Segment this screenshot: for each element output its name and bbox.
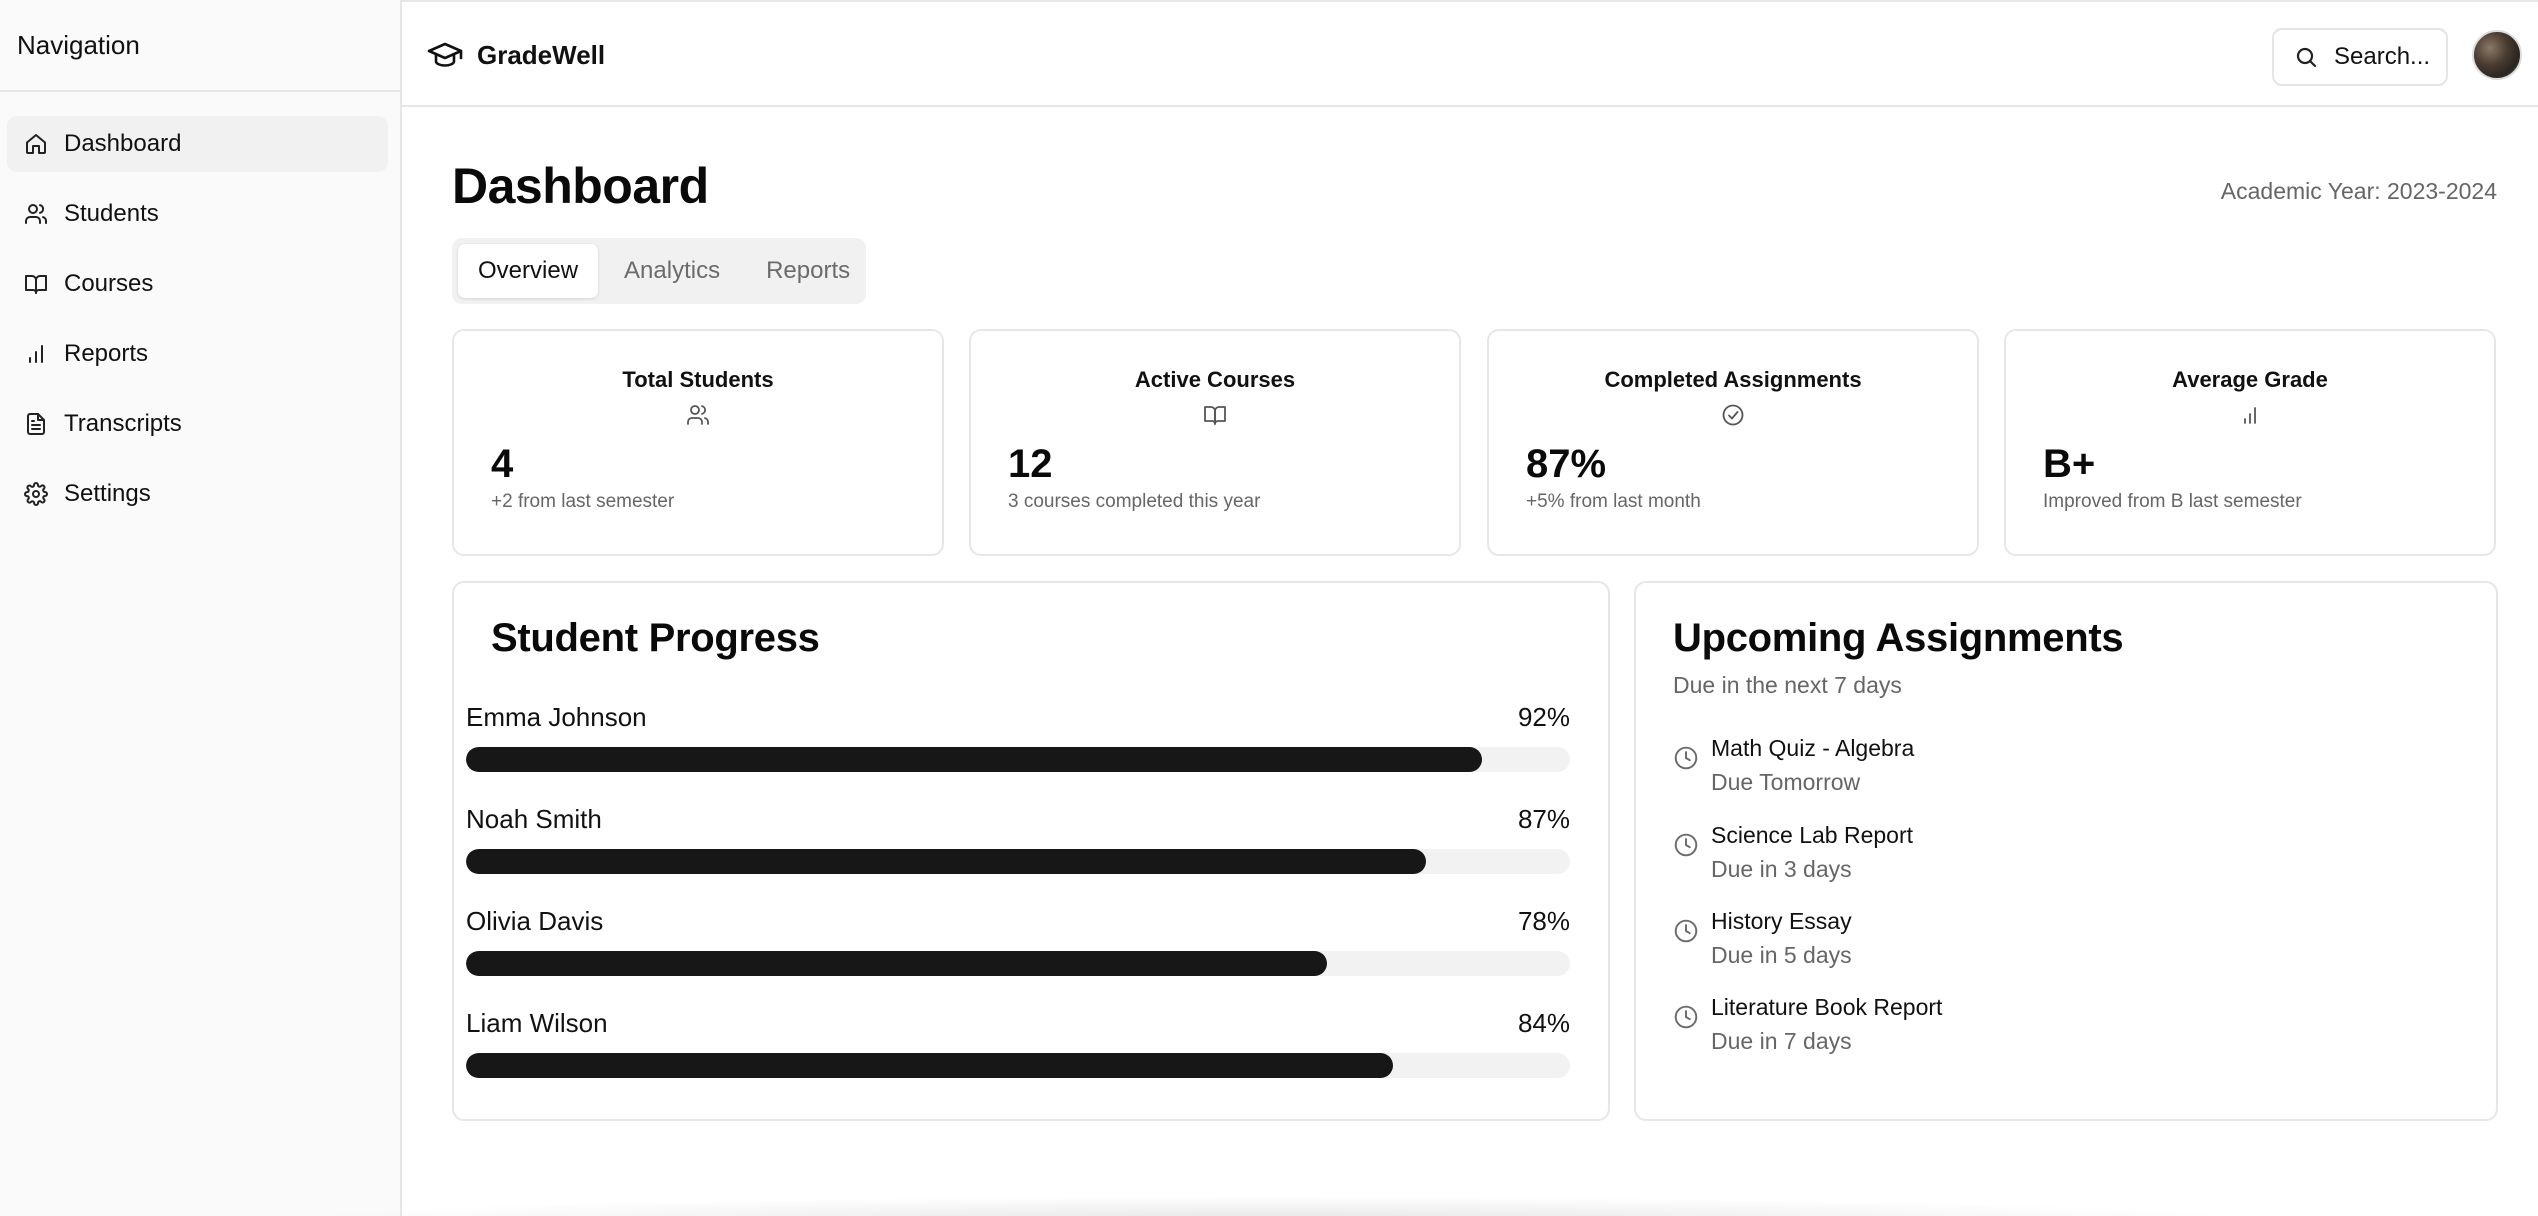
progress-fill [466, 747, 1482, 772]
academic-year: Academic Year: 2023-2024 [2220, 178, 2497, 204]
check-circle-icon [1721, 403, 1745, 427]
stat-subtext: Improved from B last semester [2043, 491, 2302, 512]
clock-icon [1673, 832, 1699, 858]
users-icon [24, 202, 48, 226]
tab-analytics[interactable]: Analytics [624, 257, 721, 284]
assignment-due: Due in 7 days [1711, 1028, 1852, 1054]
tab-reports[interactable]: Reports [766, 257, 851, 284]
stat-value: B+ [2043, 442, 2096, 486]
assignment-title: History Essay [1711, 908, 1852, 934]
page-title: Dashboard [452, 158, 709, 214]
stat-title: Total Students [622, 367, 774, 392]
search-label: Search... [2334, 43, 2431, 70]
stat-card-average-grade: Average Grade B+ Improved from B last se… [2004, 329, 2496, 556]
stat-card-total-students: Total Students 4 +2 from last semester [452, 329, 944, 556]
sidebar-nav: Dashboard Students Courses Reports Trans… [0, 92, 400, 522]
clock-icon [1673, 745, 1699, 771]
stat-card-active-courses: Active Courses 12 3 courses completed th… [969, 329, 1461, 556]
assignment-title: Literature Book Report [1711, 994, 1943, 1020]
avatar[interactable] [2472, 30, 2522, 80]
sidebar-item-label: Reports [64, 340, 149, 367]
stat-value: 12 [1008, 442, 1053, 486]
student-percent: 87% [1517, 804, 1570, 834]
sidebar-item-reports[interactable]: Reports [7, 326, 388, 382]
stat-subtext: 3 courses completed this year [1008, 491, 1261, 512]
stat-subtext: +2 from last semester [491, 491, 675, 512]
book-icon [1203, 403, 1227, 427]
gear-icon [24, 482, 48, 506]
sidebar-title: Navigation [0, 0, 400, 92]
assignment-title: Science Lab Report [1711, 822, 1914, 848]
bottom-shadow [260, 1196, 2278, 1216]
stat-subtext: +5% from last month [1526, 491, 1701, 512]
clock-icon [1673, 1004, 1699, 1030]
panel-title: Student Progress [491, 616, 820, 660]
book-icon [24, 272, 48, 296]
sidebar-item-label: Students [64, 200, 159, 227]
sidebar-item-students[interactable]: Students [7, 186, 388, 242]
assignment-title: Math Quiz - Algebra [1711, 735, 1915, 761]
progress-fill [466, 1053, 1394, 1078]
sidebar-item-label: Settings [64, 480, 151, 507]
progress-row: Liam Wilson 84% [466, 1008, 1570, 1088]
tab-overview[interactable]: Overview [458, 244, 599, 298]
student-name: Liam Wilson [466, 1008, 608, 1038]
users-icon [686, 403, 710, 427]
progress-fill [466, 849, 1427, 874]
student-name: Emma Johnson [466, 702, 647, 732]
sidebar-item-label: Dashboard [64, 130, 182, 157]
stat-card-completed-assignments: Completed Assignments 87% +5% from last … [1487, 329, 1979, 556]
sidebar-item-courses[interactable]: Courses [7, 256, 388, 312]
graduation-cap-icon [427, 39, 463, 71]
student-percent: 84% [1517, 1008, 1570, 1038]
sidebar-item-dashboard[interactable]: Dashboard [7, 116, 388, 172]
sidebar-item-settings[interactable]: Settings [7, 466, 388, 522]
progress-row: Emma Johnson 92% [466, 702, 1570, 782]
student-name: Olivia Davis [466, 906, 604, 936]
progress-track [466, 951, 1570, 976]
progress-row: Olivia Davis 78% [466, 906, 1570, 986]
sidebar-item-transcripts[interactable]: Transcripts [7, 396, 388, 452]
student-name: Noah Smith [466, 804, 602, 834]
stat-title: Average Grade [2172, 367, 2328, 392]
sidebar: Navigation Dashboard Students Courses Re… [0, 0, 402, 1216]
progress-track [466, 747, 1570, 772]
search-button[interactable]: Search... [2272, 28, 2448, 86]
stat-title: Completed Assignments [1604, 367, 1862, 392]
home-icon [24, 132, 48, 156]
upcoming-assignments-panel: Upcoming Assignments Due in the next 7 d… [1634, 581, 2498, 1121]
sidebar-item-label: Courses [64, 270, 154, 297]
assignment-due: Due Tomorrow [1711, 769, 1861, 795]
file-text-icon [24, 412, 48, 436]
panel-description: Due in the next 7 days [1673, 672, 1902, 698]
stat-value: 4 [491, 442, 514, 486]
clock-icon [1673, 918, 1699, 944]
brand-name: GradeWell [477, 39, 606, 70]
progress-track [466, 849, 1570, 874]
brand[interactable]: GradeWell [427, 39, 605, 71]
progress-track [466, 1053, 1570, 1078]
top-bar: GradeWell Search... [402, 0, 2538, 107]
search-icon [2294, 45, 2318, 69]
progress-row: Noah Smith 87% [466, 804, 1570, 884]
tab-list: Overview Analytics Reports [452, 238, 866, 304]
student-percent: 78% [1517, 906, 1570, 936]
student-percent: 92% [1517, 702, 1570, 732]
sidebar-item-label: Transcripts [64, 410, 182, 437]
panel-title: Upcoming Assignments [1673, 616, 2124, 660]
assignment-due: Due in 5 days [1711, 942, 1852, 968]
assignment-due: Due in 3 days [1711, 856, 1852, 882]
progress-fill [466, 951, 1328, 976]
student-progress-panel: Student Progress Emma Johnson 92% Noah S… [452, 581, 1610, 1121]
bar-chart-icon [2238, 403, 2262, 427]
stat-value: 87% [1526, 442, 1607, 486]
bar-chart-icon [24, 342, 48, 366]
stat-title: Active Courses [1134, 367, 1296, 392]
